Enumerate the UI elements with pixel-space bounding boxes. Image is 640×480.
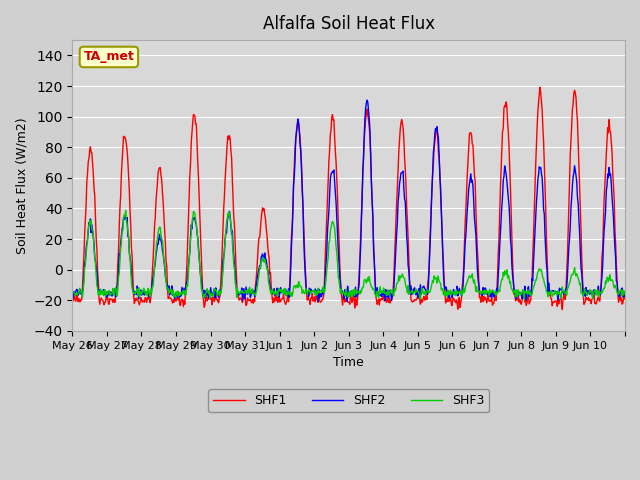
SHF3	[236, 291, 243, 297]
SHF2	[343, 299, 351, 304]
SHF3	[520, 297, 528, 302]
SHF2	[364, 97, 371, 103]
Line: SHF3: SHF3	[72, 210, 625, 300]
SHF2	[262, 257, 270, 263]
SHF2	[133, 283, 141, 289]
SHF1	[406, 277, 413, 283]
SHF2	[621, 288, 629, 294]
SHF3	[438, 287, 445, 293]
SHF1	[262, 225, 270, 231]
SHF1	[235, 297, 243, 303]
SHF2	[235, 291, 243, 297]
SHF2	[284, 289, 291, 295]
SHF3	[621, 289, 629, 295]
SHF2	[68, 288, 76, 294]
SHF3	[68, 289, 76, 295]
SHF2	[407, 283, 415, 289]
Line: SHF2: SHF2	[72, 100, 625, 301]
SHF1	[68, 296, 76, 301]
SHF1	[536, 84, 544, 90]
SHF1	[621, 296, 629, 302]
SHF2	[438, 228, 446, 234]
SHF1	[133, 296, 141, 301]
SHF1	[436, 190, 444, 196]
SHF3	[406, 290, 414, 296]
Title: Alfalfa Soil Heat Flux: Alfalfa Soil Heat Flux	[262, 15, 435, 33]
Y-axis label: Soil Heat Flux (W/m2): Soil Heat Flux (W/m2)	[15, 117, 28, 254]
SHF1	[559, 307, 566, 312]
SHF3	[263, 267, 271, 273]
Line: SHF1: SHF1	[72, 87, 625, 310]
SHF3	[134, 292, 142, 298]
Text: TA_met: TA_met	[83, 50, 134, 63]
X-axis label: Time: Time	[333, 356, 364, 369]
SHF3	[122, 207, 129, 213]
SHF3	[284, 291, 292, 297]
SHF1	[284, 298, 291, 303]
Legend: SHF1, SHF2, SHF3: SHF1, SHF2, SHF3	[208, 389, 489, 412]
